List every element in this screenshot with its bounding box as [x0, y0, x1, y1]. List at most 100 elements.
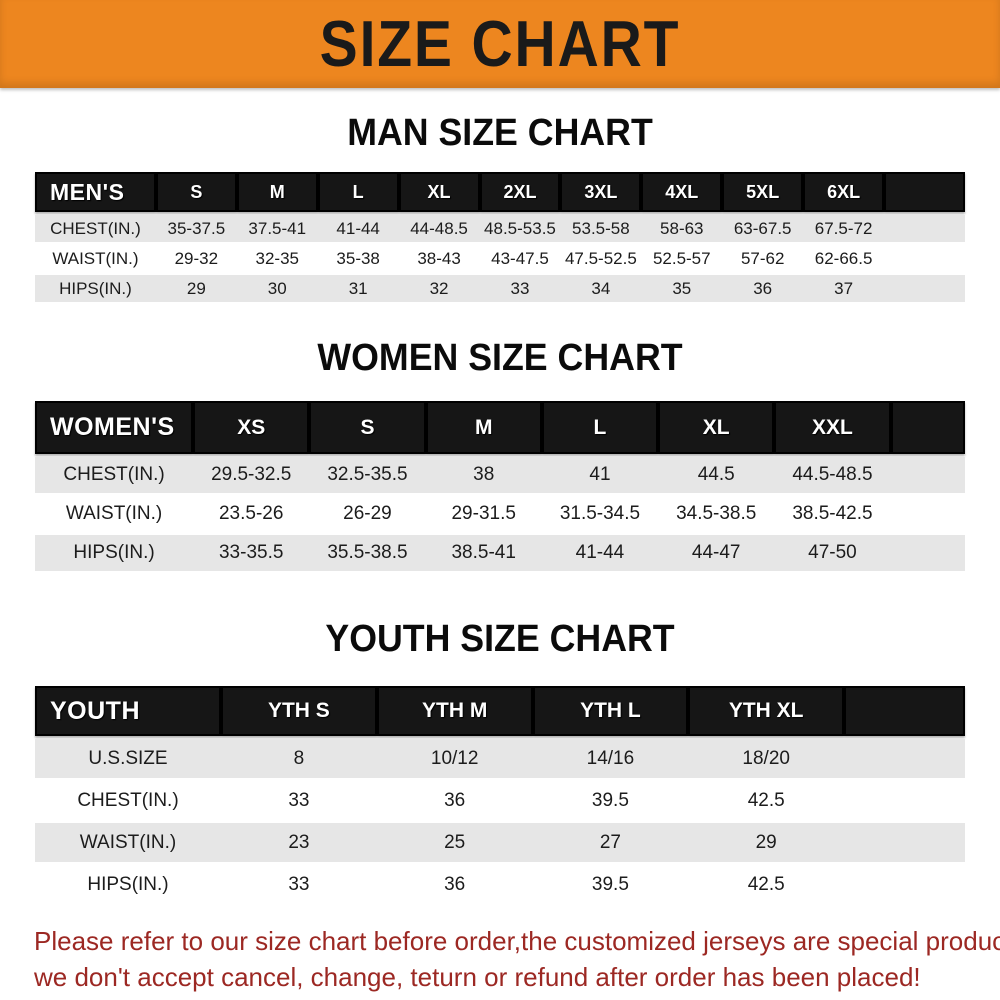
table-header-row: WOMEN'S XS S M L XL XXL: [35, 401, 965, 454]
spacer-cell: [884, 172, 965, 212]
row-label: WAIST(IN.): [35, 245, 156, 272]
size-column-header: YTH M: [376, 686, 533, 736]
spacer-cell: [884, 275, 965, 302]
size-value-cell: 39.5: [532, 865, 689, 904]
size-value-cell: 33: [221, 865, 377, 904]
section-title: YOUTH SIZE CHART: [325, 618, 675, 660]
measurement-row: CHEST(IN.) 29.5-32.5 32.5-35.5 38 41 44.5 44.5…: [35, 457, 965, 493]
size-value-cell: 38.5-42.5: [774, 496, 891, 532]
size-value-cell: 41-44: [541, 535, 659, 571]
measurement-row: WAIST(IN.) 23.5-26 26-29 29-31.5 31.5-34.5 34…: [35, 496, 965, 532]
row-label: WAIST(IN.): [35, 823, 221, 862]
size-value-cell: 23: [221, 823, 377, 862]
row-label: CHEST(IN.): [35, 457, 194, 493]
spacer-cell: [890, 535, 965, 571]
spacer-cell: [884, 215, 965, 242]
chart-section: WOMEN SIZE CHART WOMEN'S XS S M L XL XXL CHEST…: [0, 337, 1000, 574]
size-table: MEN'S S M L XL 2XL 3XL 4XL 5XL 6XL CHEST(IN.) 35-3…: [35, 169, 965, 305]
size-value-cell: 41: [541, 457, 659, 493]
section-title: MAN SIZE CHART: [347, 112, 653, 154]
spacer-cell: [890, 457, 965, 493]
measurement-row: HIPS(IN.) 29 30 31 32 33 34 35 36 37: [35, 275, 965, 302]
size-column-header: 3XL: [560, 172, 642, 212]
size-value-cell: 35: [641, 275, 723, 302]
chart-section: MAN SIZE CHART MEN'S S M L XL 2XL 3XL 4XL 5XL 6XL…: [0, 112, 1000, 305]
spacer-cell: [884, 245, 965, 272]
table-corner-label: WOMEN'S: [35, 401, 194, 454]
size-value-cell: 39.5: [532, 781, 689, 820]
size-value-cell: 57-62: [722, 245, 804, 272]
size-value-cell: 35-37.5: [155, 215, 237, 242]
section-title: WOMEN SIZE CHART: [317, 337, 683, 379]
row-label: HIPS(IN.): [35, 275, 156, 302]
size-value-cell: 36: [376, 781, 533, 820]
size-value-cell: 8: [221, 739, 377, 778]
table-header-row: MEN'S S M L XL 2XL 3XL 4XL 5XL 6XL: [35, 172, 965, 212]
size-column-header: M: [425, 401, 542, 454]
size-value-cell: 31.5-34.5: [541, 496, 659, 532]
size-value-cell: 27: [532, 823, 689, 862]
size-value-cell: 32: [398, 275, 480, 302]
size-value-cell: 14/16: [532, 739, 689, 778]
size-value-cell: 43-47.5: [479, 245, 561, 272]
size-value-cell: 36: [722, 275, 804, 302]
size-value-cell: 62-66.5: [803, 245, 885, 272]
size-table: YOUTH YTH S YTH M YTH L YTH XL U.S.SIZE 8 10/1…: [35, 683, 965, 907]
size-column-header: YTH XL: [688, 686, 845, 736]
size-column-header: YTH L: [532, 686, 689, 736]
size-value-cell: 10/12: [376, 739, 533, 778]
size-column-header: XL: [398, 172, 480, 212]
measurement-row: CHEST(IN.) 35-37.5 37.5-41 41-44 44-48.5 48.5…: [35, 215, 965, 242]
size-value-cell: 41-44: [317, 215, 399, 242]
size-value-cell: 38.5-41: [425, 535, 542, 571]
row-label: WAIST(IN.): [35, 496, 194, 532]
size-value-cell: 42.5: [688, 781, 845, 820]
spacer-cell: [890, 496, 965, 532]
size-column-header: XXL: [774, 401, 891, 454]
size-column-header: 5XL: [722, 172, 804, 212]
size-value-cell: 52.5-57: [641, 245, 723, 272]
measurement-row: CHEST(IN.) 33 36 39.5 42.5: [35, 781, 965, 820]
size-value-cell: 38: [425, 457, 542, 493]
measurement-row: WAIST(IN.) 23 25 27 29: [35, 823, 965, 862]
size-value-cell: 67.5-72: [803, 215, 885, 242]
size-value-cell: 30: [236, 275, 318, 302]
size-value-cell: 44-47: [658, 535, 775, 571]
size-value-cell: 18/20: [688, 739, 845, 778]
size-value-cell: 36: [376, 865, 533, 904]
row-label: U.S.SIZE: [35, 739, 221, 778]
size-column-header: M: [236, 172, 318, 212]
size-value-cell: 37: [803, 275, 885, 302]
size-value-cell: 33: [479, 275, 561, 302]
table-corner-label: YOUTH: [35, 686, 221, 736]
table-header-row: YOUTH YTH S YTH M YTH L YTH XL: [35, 686, 965, 736]
size-value-cell: 42.5: [688, 865, 845, 904]
order-notice: Please refer to our size chart before or…: [34, 923, 1000, 995]
size-column-header: S: [155, 172, 237, 212]
size-value-cell: 53.5-58: [560, 215, 642, 242]
size-value-cell: 25: [376, 823, 533, 862]
chart-sections: MAN SIZE CHART MEN'S S M L XL 2XL 3XL 4XL 5XL 6XL…: [0, 112, 1000, 907]
size-column-header: L: [317, 172, 399, 212]
size-value-cell: 47-50: [774, 535, 891, 571]
measurement-row: HIPS(IN.) 33 36 39.5 42.5: [35, 865, 965, 904]
size-value-cell: 37.5-41: [236, 215, 318, 242]
spacer-cell: [844, 739, 965, 778]
size-value-cell: 29-32: [155, 245, 237, 272]
spacer-cell: [844, 823, 965, 862]
size-value-cell: 29-31.5: [425, 496, 542, 532]
size-value-cell: 26-29: [309, 496, 426, 532]
banner-title: SIZE CHART: [319, 8, 681, 80]
size-column-header: XS: [193, 401, 310, 454]
spacer-cell: [844, 865, 965, 904]
size-column-header: XL: [658, 401, 775, 454]
size-column-header: YTH S: [221, 686, 377, 736]
row-label: CHEST(IN.): [35, 215, 156, 242]
size-value-cell: 44.5: [658, 457, 775, 493]
row-label: CHEST(IN.): [35, 781, 221, 820]
size-value-cell: 34.5-38.5: [658, 496, 775, 532]
size-value-cell: 31: [317, 275, 399, 302]
row-label: HIPS(IN.): [35, 535, 194, 571]
banner: SIZE CHART: [0, 0, 1000, 88]
row-label: HIPS(IN.): [35, 865, 221, 904]
